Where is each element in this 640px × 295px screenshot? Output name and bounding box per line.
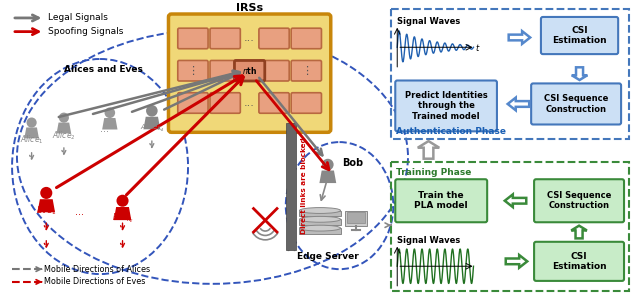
Circle shape xyxy=(60,114,68,122)
Circle shape xyxy=(106,108,114,117)
Text: Spoofing Signals: Spoofing Signals xyxy=(48,27,124,36)
Text: Mobile Directions of Alices: Mobile Directions of Alices xyxy=(44,265,150,274)
FancyBboxPatch shape xyxy=(396,179,487,222)
Text: $Eve_1$: $Eve_1$ xyxy=(36,204,56,217)
Polygon shape xyxy=(572,67,588,80)
Text: ...: ... xyxy=(244,33,255,43)
Polygon shape xyxy=(145,118,159,128)
FancyBboxPatch shape xyxy=(178,60,208,81)
FancyBboxPatch shape xyxy=(168,14,331,132)
Polygon shape xyxy=(26,128,38,137)
Polygon shape xyxy=(506,255,527,268)
Text: CSI Sequence
Construction: CSI Sequence Construction xyxy=(544,94,608,114)
Ellipse shape xyxy=(300,217,340,222)
Text: Legal Signals: Legal Signals xyxy=(48,14,108,22)
FancyBboxPatch shape xyxy=(259,28,289,49)
Polygon shape xyxy=(58,124,70,133)
Polygon shape xyxy=(115,208,130,219)
Text: $n$th: $n$th xyxy=(242,65,257,76)
FancyBboxPatch shape xyxy=(234,60,265,81)
Circle shape xyxy=(41,188,51,198)
Text: Training Phase: Training Phase xyxy=(396,168,472,177)
FancyBboxPatch shape xyxy=(396,81,497,131)
Text: $Alice_1$: $Alice_1$ xyxy=(20,133,44,146)
Circle shape xyxy=(117,196,127,206)
Ellipse shape xyxy=(300,225,340,231)
FancyBboxPatch shape xyxy=(210,60,241,81)
Text: ...: ... xyxy=(100,124,109,134)
Polygon shape xyxy=(572,226,587,238)
Text: $t$: $t$ xyxy=(476,42,481,53)
FancyBboxPatch shape xyxy=(210,28,241,49)
Text: Mobile Directions of Eves: Mobile Directions of Eves xyxy=(44,277,146,286)
Bar xyxy=(300,219,340,225)
FancyBboxPatch shape xyxy=(259,93,289,113)
Text: Edge Server: Edge Server xyxy=(297,253,358,261)
Text: Signal Waves: Signal Waves xyxy=(397,17,460,26)
Text: CSI
Estimation: CSI Estimation xyxy=(552,252,606,271)
Circle shape xyxy=(323,160,333,169)
FancyBboxPatch shape xyxy=(178,28,208,49)
Text: $Eve_{K_E}$: $Eve_{K_E}$ xyxy=(111,211,134,225)
Text: Signal Waves: Signal Waves xyxy=(397,236,460,245)
Circle shape xyxy=(28,118,36,127)
Polygon shape xyxy=(103,119,116,129)
FancyBboxPatch shape xyxy=(531,83,621,124)
Bar xyxy=(300,211,340,217)
Text: ...: ... xyxy=(75,207,84,217)
Bar xyxy=(348,212,365,223)
Polygon shape xyxy=(38,200,54,212)
Text: ⋮: ⋮ xyxy=(301,66,312,76)
Circle shape xyxy=(147,106,157,116)
Text: Train the
PLA model: Train the PLA model xyxy=(415,191,468,210)
FancyBboxPatch shape xyxy=(291,28,321,49)
Text: ⋮: ⋮ xyxy=(188,66,198,76)
FancyBboxPatch shape xyxy=(259,60,289,81)
FancyBboxPatch shape xyxy=(178,93,208,113)
Bar xyxy=(300,228,340,234)
FancyBboxPatch shape xyxy=(291,60,321,81)
Text: Direct links are blocked: Direct links are blocked xyxy=(301,138,307,235)
Text: Authentication Phase: Authentication Phase xyxy=(396,127,506,136)
Polygon shape xyxy=(505,194,526,207)
FancyBboxPatch shape xyxy=(534,242,624,281)
Text: IRSs: IRSs xyxy=(236,3,263,13)
FancyBboxPatch shape xyxy=(291,93,321,113)
Polygon shape xyxy=(509,31,530,44)
Text: Bob: Bob xyxy=(342,158,364,168)
Polygon shape xyxy=(508,98,529,110)
Text: Predict Identities
through the
Trained model: Predict Identities through the Trained m… xyxy=(404,91,488,121)
Bar xyxy=(346,211,367,226)
Bar xyxy=(392,9,629,139)
Text: ...: ... xyxy=(244,98,255,108)
Bar xyxy=(392,162,629,291)
Text: Alices and Eves: Alices and Eves xyxy=(64,65,143,74)
Polygon shape xyxy=(418,141,439,159)
Text: $Alice_{K_A}$: $Alice_{K_A}$ xyxy=(140,123,164,135)
Text: CSI
Estimation: CSI Estimation xyxy=(552,26,607,45)
Ellipse shape xyxy=(300,208,340,214)
FancyBboxPatch shape xyxy=(541,17,618,54)
Polygon shape xyxy=(321,171,335,182)
Bar xyxy=(286,122,296,250)
FancyBboxPatch shape xyxy=(210,93,241,113)
FancyBboxPatch shape xyxy=(534,179,624,222)
Text: CSI Sequence
Construction: CSI Sequence Construction xyxy=(547,191,611,210)
Text: $Alice_2$: $Alice_2$ xyxy=(52,129,76,142)
